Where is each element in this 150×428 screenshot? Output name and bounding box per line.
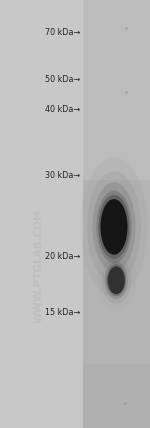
Ellipse shape: [97, 250, 135, 311]
Text: 20 kDa→: 20 kDa→: [45, 252, 80, 262]
Ellipse shape: [87, 171, 141, 282]
Ellipse shape: [96, 191, 132, 263]
Text: 50 kDa→: 50 kDa→: [45, 74, 80, 84]
Ellipse shape: [102, 257, 131, 304]
Text: 70 kDa→: 70 kDa→: [45, 27, 80, 37]
Bar: [83, 0, 150, 428]
Ellipse shape: [105, 262, 128, 299]
Ellipse shape: [100, 199, 127, 255]
Ellipse shape: [92, 182, 136, 271]
Text: 15 kDa→: 15 kDa→: [45, 308, 80, 317]
Ellipse shape: [106, 265, 126, 296]
Text: 30 kDa→: 30 kDa→: [45, 171, 80, 180]
Text: WWW.PTGLAB.COM: WWW.PTGLAB.COM: [33, 208, 43, 323]
Bar: [83, 364, 150, 428]
Ellipse shape: [108, 266, 125, 294]
Bar: [83, 0, 150, 180]
Ellipse shape: [98, 195, 130, 259]
Ellipse shape: [80, 158, 148, 296]
Text: 40 kDa→: 40 kDa→: [45, 104, 80, 114]
